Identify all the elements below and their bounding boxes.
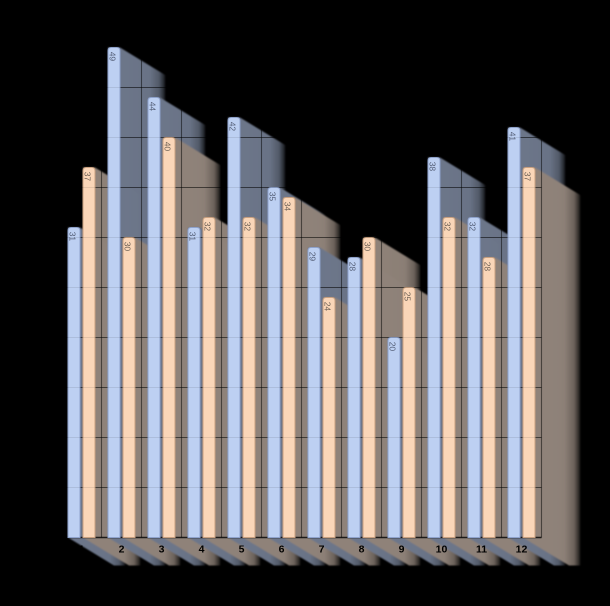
svg-text:38: 38 xyxy=(428,162,438,172)
svg-text:8: 8 xyxy=(359,543,365,555)
svg-text:5: 5 xyxy=(239,543,245,555)
svg-text:6: 6 xyxy=(279,543,285,555)
svg-text:37: 37 xyxy=(523,172,533,182)
svg-text:28: 28 xyxy=(348,262,358,272)
svg-text:1: 1 xyxy=(79,543,85,555)
svg-text:7: 7 xyxy=(319,543,325,555)
svg-text:29: 29 xyxy=(308,252,318,262)
svg-text:28: 28 xyxy=(483,262,493,272)
svg-text:32: 32 xyxy=(203,222,213,232)
svg-text:41: 41 xyxy=(508,132,518,142)
svg-text:35: 35 xyxy=(268,192,278,202)
svg-text:31: 31 xyxy=(188,232,198,242)
svg-text:3: 3 xyxy=(159,543,165,555)
svg-text:9: 9 xyxy=(399,543,405,555)
svg-text:34: 34 xyxy=(283,202,293,212)
svg-text:44: 44 xyxy=(148,102,158,112)
svg-text:12: 12 xyxy=(516,543,528,555)
svg-text:40: 40 xyxy=(163,142,173,152)
svg-text:37: 37 xyxy=(83,172,93,182)
svg-text:10: 10 xyxy=(436,543,448,555)
svg-text:2: 2 xyxy=(119,543,125,555)
svg-text:20: 20 xyxy=(388,342,398,352)
svg-text:32: 32 xyxy=(243,222,253,232)
svg-text:32: 32 xyxy=(443,222,453,232)
svg-text:24: 24 xyxy=(323,302,333,312)
svg-text:32: 32 xyxy=(468,222,478,232)
svg-text:42: 42 xyxy=(228,122,238,132)
svg-text:11: 11 xyxy=(476,543,487,555)
svg-text:31: 31 xyxy=(68,232,78,242)
svg-text:30: 30 xyxy=(123,242,133,252)
svg-text:4: 4 xyxy=(199,543,205,555)
svg-text:25: 25 xyxy=(403,292,413,302)
svg-text:30: 30 xyxy=(363,242,373,252)
svg-text:49: 49 xyxy=(108,52,118,62)
